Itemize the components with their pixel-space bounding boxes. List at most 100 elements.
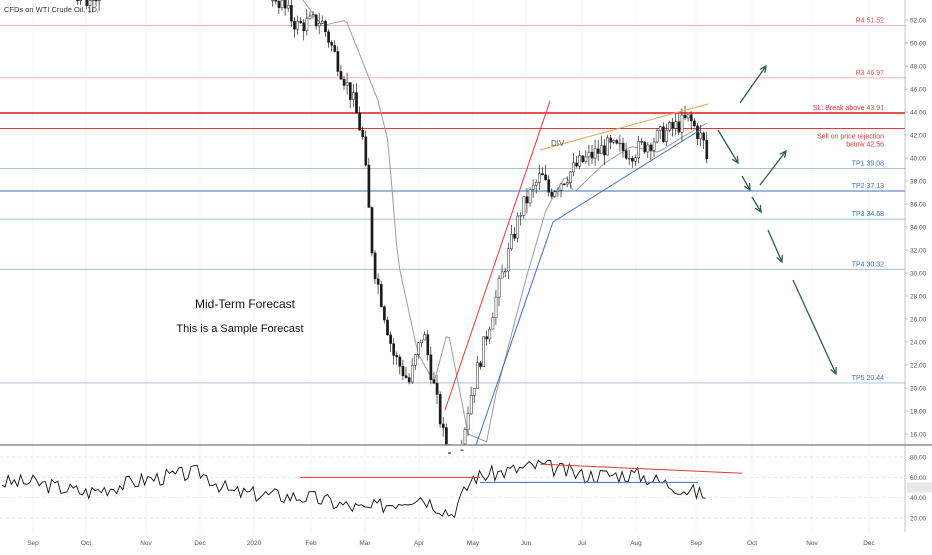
price-tick-label: 46.00 <box>910 87 927 94</box>
candle-down <box>277 1 281 8</box>
candle-up <box>699 132 702 139</box>
forecast-arrowhead <box>759 64 767 74</box>
candle-up <box>612 140 616 143</box>
candle-down <box>293 20 296 30</box>
candle-down <box>550 191 554 197</box>
level-label-r4: R4 51.52 <box>856 18 885 25</box>
candle-up <box>572 162 575 173</box>
forecast-arrowhead <box>743 182 751 192</box>
candle-up <box>531 184 535 190</box>
candle-down <box>448 452 451 454</box>
candle-down <box>342 78 346 86</box>
candle-down <box>662 126 665 142</box>
candle-down <box>435 382 439 395</box>
candle-up <box>686 114 690 119</box>
price-tick-label: 22.00 <box>910 363 927 370</box>
price-tick-label: 34.00 <box>910 225 927 232</box>
price-tick-label: 36.00 <box>910 202 927 209</box>
candle-down <box>407 377 411 383</box>
candle-down <box>575 162 578 167</box>
candle-up <box>565 182 569 185</box>
candle-down <box>677 121 681 133</box>
candle-down <box>376 278 380 285</box>
candle-down <box>705 139 709 159</box>
candle-up <box>522 196 526 216</box>
rsi-tick-label: 40.00 <box>910 495 927 502</box>
candle-down <box>299 20 303 24</box>
candle-up <box>420 339 423 344</box>
time-tick-label: Feb <box>305 540 317 547</box>
candle-down <box>590 151 594 159</box>
level-label-entry: below 42.56 <box>846 142 884 149</box>
candle-down <box>547 179 551 193</box>
time-tick-label: Sep <box>690 540 702 547</box>
candle-down <box>581 155 585 162</box>
candle-up <box>668 122 671 131</box>
blue-trendline-upper <box>552 129 701 223</box>
candle-down <box>389 334 392 344</box>
level-label-tp2: TP2 37.13 <box>852 183 884 190</box>
forecast-arrows <box>717 64 837 376</box>
candle-down <box>358 112 361 131</box>
candle-up <box>305 18 309 31</box>
level-label-sl: SL: Break above 43.91 <box>813 105 884 112</box>
candle-up <box>345 82 349 86</box>
price-tick-label: 30.00 <box>910 271 927 278</box>
candle-down <box>485 336 489 340</box>
candle-up <box>559 183 563 191</box>
time-tick-label: 2020 <box>247 540 262 547</box>
candle-down <box>392 343 396 356</box>
candle-down <box>348 82 352 100</box>
divergence-label: DIV <box>551 139 565 148</box>
price-tick-label: 42.00 <box>910 133 927 140</box>
price-tick-label: 28.00 <box>910 294 927 301</box>
candle-down <box>379 284 383 308</box>
candle-down <box>544 174 547 180</box>
candle-down <box>624 150 628 159</box>
candle-up <box>646 144 650 153</box>
candle-up <box>569 171 572 183</box>
candle-up <box>658 126 662 131</box>
candle-down <box>85 0 89 6</box>
candle-up <box>423 334 427 341</box>
moving-average <box>302 0 707 443</box>
time-tick-label: Apr <box>414 540 425 547</box>
price-tick-label: 38.00 <box>910 179 927 186</box>
candle-down <box>94 0 98 2</box>
candle-up <box>466 413 470 430</box>
candle-down <box>333 45 337 52</box>
candle-up <box>534 182 538 186</box>
candle-up <box>491 317 495 330</box>
candle-up <box>637 141 640 159</box>
candle-down <box>615 140 619 144</box>
candle-down <box>649 144 653 151</box>
price-levels: R4 51.52 R3 46.97 SL: Break above 43.91 Sel… <box>0 18 905 384</box>
candle-up <box>97 0 101 2</box>
candle-down <box>525 196 529 204</box>
candle-up <box>286 5 290 9</box>
candle-down <box>401 366 405 377</box>
candle-down <box>640 141 644 143</box>
candle-down <box>361 129 365 137</box>
candle-down <box>336 51 340 72</box>
time-tick-label: Dec <box>863 540 875 547</box>
candle-down <box>426 334 430 356</box>
time-tick-label: Nov <box>806 540 818 547</box>
price-tick-label: 18.00 <box>910 409 927 416</box>
candle-down <box>693 120 696 127</box>
candle-down <box>689 114 693 122</box>
candle-down <box>643 141 647 153</box>
candle-down <box>631 157 634 162</box>
level-label-r3: R3 46.97 <box>856 70 885 77</box>
candle-down <box>596 148 600 154</box>
level-label-tp3: TP3 34.68 <box>852 211 884 218</box>
candle-down <box>324 20 327 33</box>
candle-up <box>79 0 82 2</box>
level-label-tp1: TP1 39.08 <box>852 161 884 168</box>
candle-up <box>510 234 513 250</box>
candle-up <box>476 362 479 389</box>
candle-up <box>317 22 321 27</box>
candle-up <box>271 0 275 2</box>
forecast-arrow <box>739 65 767 104</box>
